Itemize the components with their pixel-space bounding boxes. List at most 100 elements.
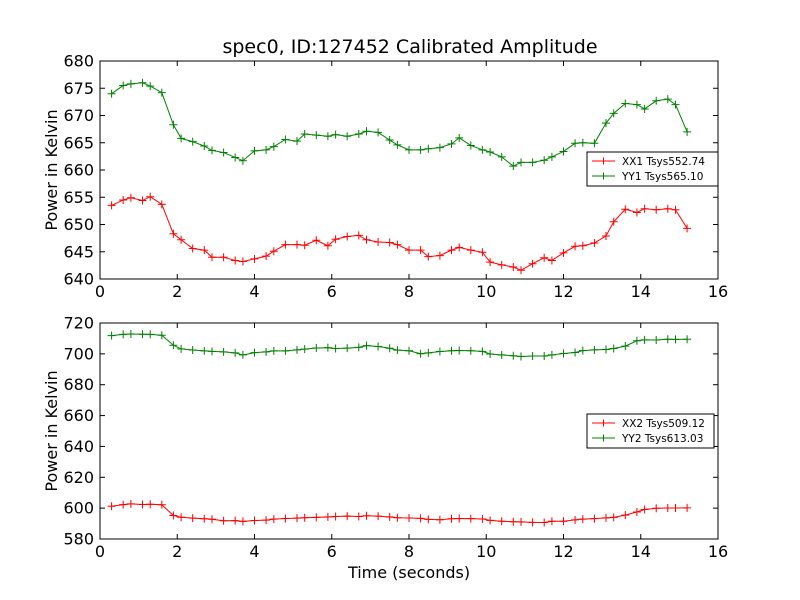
bottom-series-1-point <box>601 513 610 522</box>
bottom-series-1-point <box>455 514 464 523</box>
bottom-y-tick-label: 580 <box>63 530 94 549</box>
top-series-1-point <box>435 251 444 260</box>
bottom-series-1-point <box>447 514 456 523</box>
bottom-series-2-point <box>640 335 649 344</box>
top-series-1-point <box>262 252 271 261</box>
bottom-series-2-point <box>478 347 487 356</box>
top-series-1-point <box>590 239 599 248</box>
top-series-1-point <box>601 231 610 240</box>
bottom-series-1-point <box>416 514 425 523</box>
top-chart-panel: 0 2 4 6 8 10 12 14 16 640 645 650 655 660 665 670 675 680… <box>42 52 728 302</box>
top-series-1-point <box>578 241 587 250</box>
top-y-tick-label: 670 <box>63 106 94 125</box>
top-series-1-point <box>281 240 290 249</box>
bottom-series-2-point <box>208 347 217 356</box>
top-x-tick-label: 0 <box>95 282 105 301</box>
bottom-series-1-point <box>424 515 433 524</box>
bottom-series-1-point <box>663 503 672 512</box>
bottom-legend-marker-1 <box>600 419 607 427</box>
top-series-2-point <box>486 148 495 157</box>
top-y-tick-label: 640 <box>63 270 94 289</box>
bottom-series-2-point <box>547 350 556 359</box>
bottom-x-tick-label: 10 <box>476 542 496 561</box>
bottom-series-2-point <box>354 343 363 352</box>
bottom-series-2-point <box>435 347 444 356</box>
top-x-tick-label: 10 <box>476 282 496 301</box>
bottom-series-2-point <box>621 342 630 351</box>
bottom-series-2-point <box>486 350 495 359</box>
top-series-1-point <box>231 256 240 265</box>
bottom-series-1-point <box>652 504 661 513</box>
bottom-series-2-point <box>312 343 321 352</box>
bottom-series-2-point <box>374 342 383 351</box>
bottom-x-tick-label: 8 <box>404 542 414 561</box>
bottom-series-2-point <box>169 341 178 350</box>
bottom-series-2-point <box>540 352 549 361</box>
top-series-1-point <box>640 204 649 213</box>
top-series-1-point <box>405 246 413 255</box>
top-y-tick-label: 655 <box>63 188 94 207</box>
bottom-series-2-point <box>497 350 506 359</box>
bottom-series-1-point <box>269 515 278 524</box>
top-legend-marker-2 <box>600 172 607 180</box>
bottom-x-axis-label: Time (seconds) <box>347 563 470 582</box>
top-series-1-point <box>455 243 464 252</box>
bottom-series-2-point <box>609 344 618 353</box>
bottom-series-2-point <box>466 346 475 355</box>
top-series-2-point <box>621 99 630 108</box>
bottom-series-2-point <box>119 330 128 339</box>
top-series-2-point <box>281 135 290 144</box>
bottom-series-1-point <box>231 516 240 525</box>
top-series-2-point <box>405 145 413 154</box>
top-legend-box <box>586 151 719 187</box>
top-x-tick-label: 6 <box>327 282 337 301</box>
bottom-series-1-point <box>621 511 630 520</box>
top-series-2-point <box>208 146 217 155</box>
bottom-y-tick-label: 620 <box>63 468 94 487</box>
top-x-tick-label: 14 <box>631 282 651 301</box>
bottom-series-2-point <box>138 330 147 339</box>
top-series-1-point <box>478 248 487 257</box>
bottom-series-2-point <box>528 352 537 361</box>
top-series-1-point <box>385 238 394 247</box>
top-series-1-point <box>466 246 475 255</box>
top-series-2-point <box>559 147 568 156</box>
top-series-1-point <box>497 260 506 269</box>
top-series-2-point <box>663 95 672 104</box>
bottom-legend-label-2: YY2 Tsys613.03 <box>621 433 703 445</box>
top-series-2-point <box>683 127 692 136</box>
bottom-legend-label-1: XX2 Tsys509.12 <box>622 418 705 430</box>
top-series-2-point <box>466 141 475 150</box>
bottom-series-1-point <box>640 505 649 514</box>
bottom-series-1-point <box>126 499 135 508</box>
top-series-2-point <box>652 96 661 105</box>
top-series-1-point <box>292 240 301 249</box>
top-series-1-point <box>517 266 526 275</box>
bottom-series-1-point <box>343 512 352 521</box>
top-series-2-point <box>571 139 580 148</box>
top-series-1-point <box>663 204 672 213</box>
top-series-2-point <box>323 132 332 141</box>
bottom-series-1-point <box>393 513 402 522</box>
top-legend-label-1: XX1 Tsys552.74 <box>622 156 705 168</box>
top-series-1-point <box>126 193 135 202</box>
bottom-series-2-point <box>683 335 692 344</box>
bottom-series-2-point <box>200 346 209 355</box>
top-series-2-point <box>547 152 556 161</box>
bottom-x-tick-label: 4 <box>249 542 259 561</box>
top-series-2-point <box>517 158 526 167</box>
bottom-x-tick-label: 14 <box>631 542 651 561</box>
top-series-1-point <box>250 254 259 263</box>
top-y-tick-label: 645 <box>63 242 94 261</box>
top-series-1-point <box>621 205 630 214</box>
top-series-2-point <box>269 142 278 151</box>
bottom-series-1-point <box>188 514 197 523</box>
bottom-series-1-point <box>292 514 301 523</box>
top-series-1-point <box>528 259 537 268</box>
bottom-series-1-point <box>632 508 641 516</box>
bottom-series-2-point <box>231 348 240 357</box>
bottom-y-tick-label: 720 <box>63 314 94 333</box>
top-series-2-point <box>374 128 383 137</box>
